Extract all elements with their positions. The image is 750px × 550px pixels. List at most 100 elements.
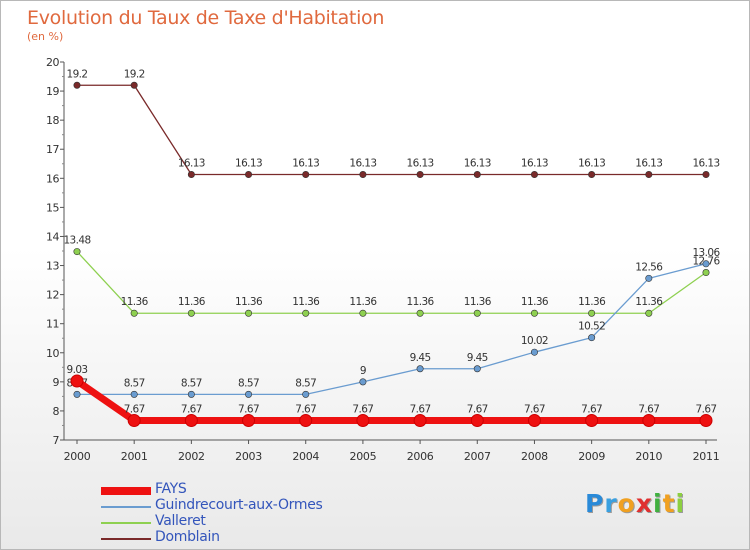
data-label-domblain: 16.13 [578,158,605,170]
data-point-guindrecourt-aux-ormes [473,365,481,373]
data-label-valleret: 11.36 [292,296,320,308]
data-label-domblain: 16.13 [235,158,262,170]
data-label-fays: 7.67 [467,404,488,416]
data-point-valleret [73,248,81,256]
data-label-valleret: 11.36 [178,296,206,308]
data-point-guindrecourt-aux-ormes [645,274,653,282]
data-label-fays: 7.67 [696,404,717,416]
data-point-guindrecourt-aux-ormes [73,390,81,398]
data-point-valleret [130,309,138,317]
y-tick-label: 16 [46,172,59,185]
legend-label-guindrecourt: Guindrecourt-aux-Ormes [155,497,323,513]
data-point-valleret [473,309,481,317]
data-point-fays [527,414,541,428]
x-tick-label: 2009 [578,450,605,463]
legend-item-domblain: Domblain [101,529,401,547]
data-label-valleret: 11.36 [464,296,492,308]
data-point-domblain [359,171,367,179]
data-point-guindrecourt-aux-ormes [588,334,596,342]
data-point-guindrecourt-aux-ormes [245,390,253,398]
line-chart: 7 8 9 10 11 12 13 14 15 16 17 18 19 20 2000 2001 2002 200… [46,56,721,463]
legend-label-valleret: Valleret [155,513,206,529]
legend-item-fays: FAYS [101,481,401,499]
data-label-valleret: 11.36 [235,296,263,308]
x-tick-label: 2010 [635,450,662,463]
legend-swatch-fays [101,487,151,495]
data-label-domblain: 16.13 [407,158,434,170]
logo-letter: i [653,489,663,518]
data-label-fays: 9.03 [67,364,88,376]
data-point-domblain [245,171,253,179]
data-point-fays [470,414,484,428]
x-tick-label: 2005 [350,450,377,463]
data-label-guindrecourt-aux-ormes: 8.57 [238,377,259,389]
legend-swatch-valleret [101,522,151,524]
data-label-guindrecourt-aux-ormes: 9.45 [467,352,488,364]
data-point-domblain [416,171,424,179]
chart-title: Evolution du Taux de Taxe d'Habitation [27,7,385,29]
legend-item-guindrecourt: Guindrecourt-aux-Ormes [101,497,401,515]
legend-swatch-guindrecourt [101,506,151,508]
data-label-domblain: 16.13 [178,158,205,170]
data-point-valleret [359,309,367,317]
data-label-domblain: 16.13 [635,158,662,170]
x-tick-label: 2002 [178,450,205,463]
logo-letter: i [675,489,686,518]
data-label-guindrecourt-aux-ormes: 10.02 [521,335,548,347]
data-label-guindrecourt-aux-ormes: 9 [360,365,366,377]
y-tick-label: 9 [53,376,60,389]
legend-item-valleret: Valleret [101,513,401,531]
data-point-domblain [702,171,710,179]
y-tick-label: 14 [46,230,59,243]
data-point-domblain [73,81,81,89]
data-point-guindrecourt-aux-ormes [359,378,367,386]
data-label-valleret: 11.36 [407,296,435,308]
data-label-domblain: 19.2 [67,68,88,80]
data-point-domblain [473,171,481,179]
data-label-guindrecourt-aux-ormes: 10.52 [578,321,605,333]
data-point-domblain [588,171,596,179]
data-point-guindrecourt-aux-ormes [187,390,195,398]
y-tick-label: 10 [46,347,59,360]
data-label-fays: 7.67 [181,404,202,416]
x-tick-label: 2006 [407,450,434,463]
x-tick-label: 2004 [292,450,319,463]
data-label-fays: 7.67 [581,404,602,416]
data-label-valleret: 11.36 [521,296,549,308]
chart-legend: FAYS Guindrecourt-aux-Ormes Valleret Dom… [101,481,401,547]
series-line-guindrecourt-aux-ormes [77,263,707,395]
data-label-fays: 7.67 [352,404,373,416]
data-label-fays: 7.67 [638,404,659,416]
data-point-domblain [645,171,653,179]
x-tick-label: 2001 [121,450,148,463]
data-label-domblain: 16.13 [692,158,719,170]
data-point-valleret [645,309,653,317]
data-label-fays: 7.67 [238,404,259,416]
data-point-fays [413,414,427,428]
y-tick-label: 20 [46,56,59,69]
data-label-valleret: 11.36 [121,296,149,308]
legend-label-fays: FAYS [155,481,187,497]
x-tick-label: 2011 [693,450,720,463]
y-tick-label: 12 [46,289,59,302]
data-point-fays [184,414,198,428]
data-label-guindrecourt-aux-ormes: 8.57 [295,377,316,389]
data-label-guindrecourt-aux-ormes: 9.45 [410,352,431,364]
series-line-domblain [77,84,706,176]
data-point-guindrecourt-aux-ormes [130,390,138,398]
y-tick-label: 7 [53,434,60,447]
y-tick-label: 8 [53,405,60,418]
logo-letter: o [617,489,636,518]
chart-subtitle: (en %) [27,30,64,43]
data-point-domblain [187,171,195,179]
data-label-fays: 7.67 [295,404,316,416]
data-point-domblain [530,171,538,179]
data-label-domblain: 16.13 [292,158,319,170]
x-tick-label: 2007 [464,450,491,463]
series-line-fays [75,378,706,425]
data-label-valleret: 11.36 [349,296,377,308]
data-point-fays [70,374,84,388]
logo-letter: x [635,489,653,518]
data-label-guindrecourt-aux-ormes: 8.57 [124,377,145,389]
